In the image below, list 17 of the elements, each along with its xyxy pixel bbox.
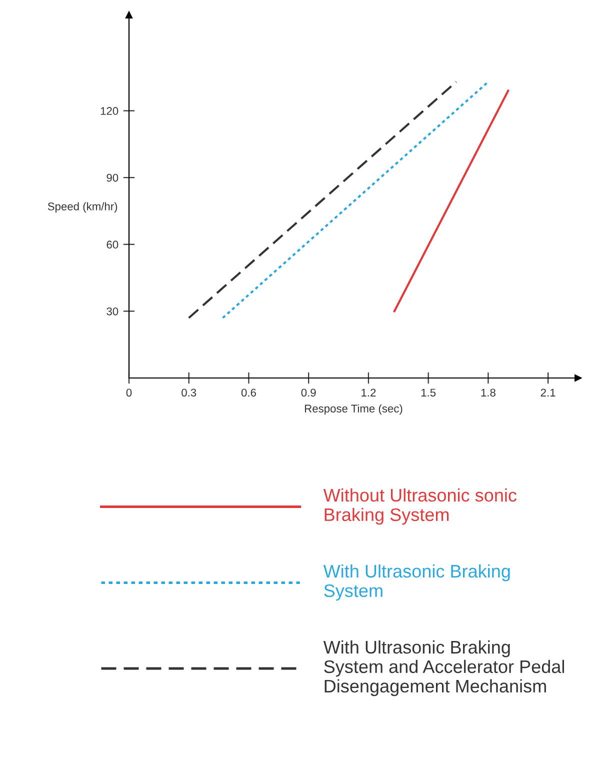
- x-tick-label: 2.1: [540, 388, 556, 396]
- y-axis-title: Speed (km/hr): [48, 202, 118, 213]
- y-tick-label: 120: [100, 107, 118, 115]
- text: With Ultrasonic Braking System: [323, 564, 510, 601]
- y-tick-label: 30: [106, 307, 118, 316]
- text: Without Ultrasonic sonic Braking System: [323, 488, 517, 525]
- x-tick-label: 0: [126, 388, 132, 397]
- x-tick-label: 0.3: [182, 388, 196, 397]
- y-tick-label: 60: [106, 240, 118, 249]
- x-tick-label: 1.8: [481, 388, 496, 397]
- x-tick-label: 0.6: [241, 388, 256, 397]
- y-tick-label: 90: [106, 174, 118, 182]
- x-tick-label: 1.2: [362, 388, 376, 396]
- text: With Ultrasonic Braking System and Accelerator Pedal Disengagement Mechanism: [323, 640, 564, 696]
- x-tick-label: 0.9: [301, 388, 316, 397]
- x-axis-title: Respose Time (sec): [305, 404, 402, 415]
- x-tick-label: 1.5: [421, 388, 436, 397]
